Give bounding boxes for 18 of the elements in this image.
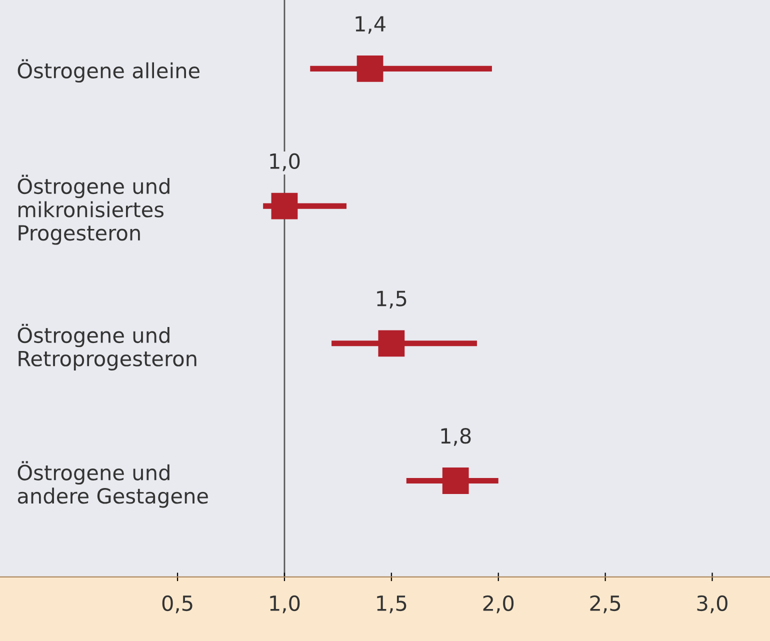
data-label: 1,8: [441, 428, 471, 446]
x-tick-label: 2,0: [483, 595, 514, 614]
y-tick-label: Östrogene und mikronisiertes Progesteron: [18, 174, 170, 245]
data-label: 1,5: [377, 290, 406, 309]
x-tick-label: 2,5: [590, 595, 620, 614]
y-tick-label: Östrogene und Retroprogesteron: [18, 324, 196, 370]
y-tick-label: Östrogene und andere Gestagene: [18, 461, 208, 508]
x-tick-label: 0,5: [162, 595, 192, 614]
y-tick-label: Östrogene alleine: [18, 59, 200, 82]
data-label: 1,4: [356, 16, 386, 34]
point: [271, 192, 298, 220]
x-tick-label: 3,0: [697, 595, 728, 614]
data-label: 1,0: [270, 153, 300, 172]
x-tick-label: 1,5: [377, 596, 406, 614]
point: [356, 55, 384, 82]
point: [442, 468, 469, 494]
x-tick-label: 1,0: [270, 595, 300, 614]
point: [378, 330, 405, 357]
